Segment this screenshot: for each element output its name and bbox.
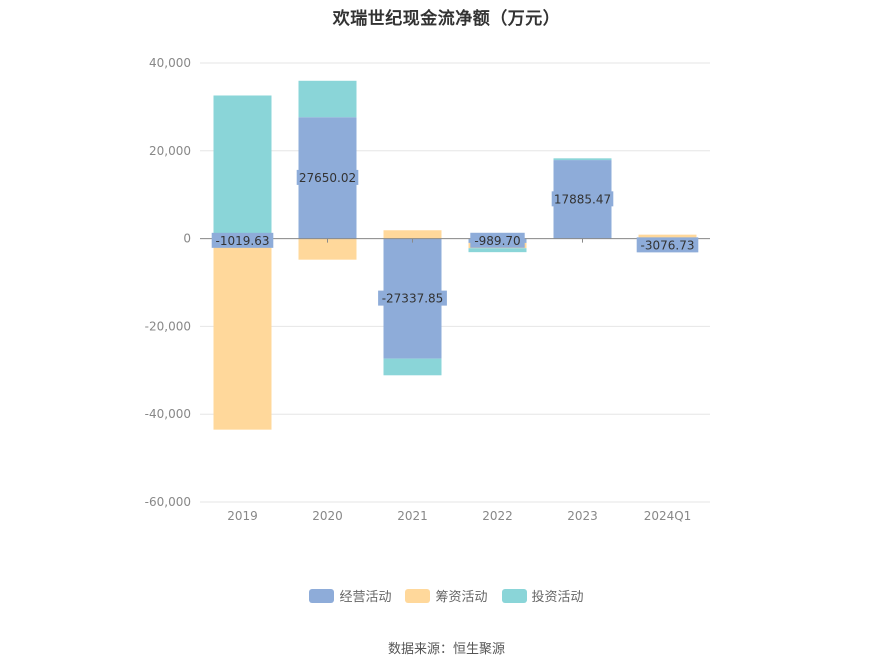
legend-item-operating[interactable]: 经营活动 xyxy=(309,586,391,605)
chart-title: 欢瑞世纪现金流净额（万元） xyxy=(332,9,561,29)
bar-segment xyxy=(468,248,527,253)
y-tick-label: -60,000 xyxy=(145,495,191,509)
data-label-bg xyxy=(551,191,614,207)
data-label: 27650.02 xyxy=(299,171,356,185)
chart-legend: 经营活动 筹资活动 投资活动 xyxy=(0,586,893,605)
bar-segment xyxy=(213,95,272,239)
legend-label-operating: 经营活动 xyxy=(339,590,392,605)
data-label-bg xyxy=(296,169,359,185)
x-tick-label: 2020 xyxy=(312,509,343,523)
data-label: -989.70 xyxy=(474,234,520,248)
legend-swatch-investing xyxy=(501,588,527,603)
bar-segment xyxy=(638,234,697,239)
data-source-note: 数据来源：恒生聚源 xyxy=(387,642,505,657)
bar-segment xyxy=(383,358,442,376)
data-label: -3076.73 xyxy=(641,238,695,252)
data-label-bg xyxy=(636,237,699,253)
y-tick-label: -20,000 xyxy=(145,319,191,333)
x-tick-label: 2019 xyxy=(227,509,258,523)
bar-segment xyxy=(553,158,612,161)
data-label: 17885.47 xyxy=(554,192,611,206)
legend-swatch-financing xyxy=(405,588,431,603)
x-tick-label: 2023 xyxy=(567,509,598,523)
x-tick-label: 2022 xyxy=(482,509,513,523)
y-tick-label: 40,000 xyxy=(149,56,191,70)
bar-segment xyxy=(383,230,442,239)
y-tick-label: 0 xyxy=(183,232,191,246)
x-tick-label: 2021 xyxy=(397,509,428,523)
x-tick-label: 2024Q1 xyxy=(644,509,692,523)
legend-swatch-operating xyxy=(309,588,335,603)
data-label: -1019.63 xyxy=(216,234,270,248)
y-tick-label: -40,000 xyxy=(145,407,191,421)
bar-segment xyxy=(298,80,357,118)
legend-label-investing: 投资活动 xyxy=(531,590,584,605)
legend-item-investing[interactable]: 投资活动 xyxy=(501,586,584,605)
bar-segment xyxy=(213,243,272,430)
data-label-bg xyxy=(211,232,274,248)
legend-item-financing[interactable]: 筹资活动 xyxy=(405,586,488,605)
data-label-bg xyxy=(378,290,447,306)
data-label-bg xyxy=(470,232,525,248)
data-label: -27337.85 xyxy=(382,292,444,306)
y-tick-label: 20,000 xyxy=(149,144,191,158)
legend-label-financing: 筹资活动 xyxy=(435,590,488,605)
bar-segment xyxy=(298,238,357,260)
